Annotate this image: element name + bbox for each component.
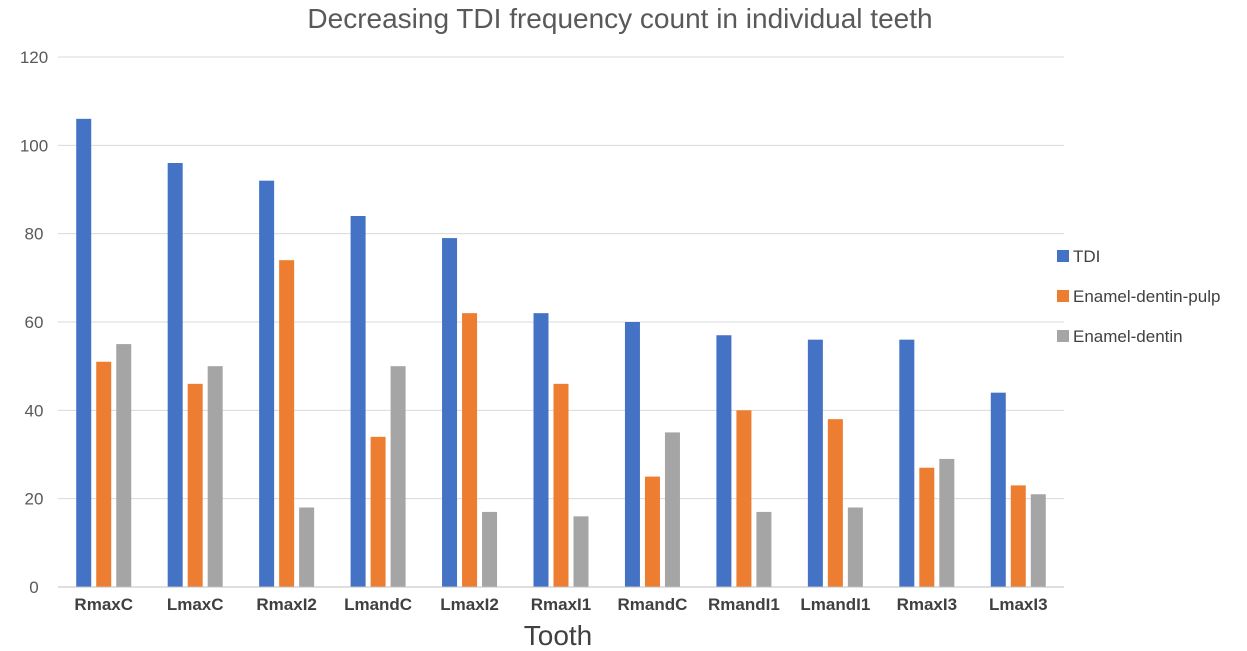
- x-tick-label: LmaxC: [167, 595, 224, 614]
- chart-title: Decreasing TDI frequency count in indivi…: [307, 3, 932, 34]
- x-tick-label: LmaxI2: [440, 595, 499, 614]
- bar-enamel-dentin-rmaxc: [116, 344, 132, 587]
- bar-enamel-dentin-pulp-lmandi1: [827, 419, 843, 587]
- bar-tdi-lmaxi2: [442, 238, 458, 588]
- bar-enamel-dentin-lmaxi2: [482, 511, 498, 587]
- x-tick-label: RmaxI3: [897, 595, 957, 614]
- legend: TDI Enamel-dentin-pulp Enamel-dentin: [1057, 247, 1220, 346]
- bar-enamel-dentin-pulp-lmandc: [370, 436, 386, 587]
- bar-enamel-dentin-pulp-rmandc: [644, 476, 660, 587]
- y-tick-label: 40: [25, 401, 44, 420]
- bar-enamel-dentin-pulp-rmaxi2: [279, 260, 295, 587]
- bar-enamel-dentin-rmandc: [664, 432, 680, 587]
- bar-enamel-dentin-pulp-lmaxc: [187, 383, 203, 587]
- bar-enamel-dentin-lmaxi3: [1030, 494, 1046, 587]
- bar-enamel-dentin-lmandc: [390, 366, 406, 587]
- y-axis-ticks: 0 20 40 60 80 100 120: [20, 48, 48, 597]
- legend-label: Enamel-dentin: [1073, 327, 1183, 346]
- x-tick-label: RmaxI2: [256, 595, 316, 614]
- x-tick-label: RmandC: [618, 595, 688, 614]
- x-axis-label: Tooth: [524, 620, 593, 651]
- bar-enamel-dentin-pulp-lmaxi3: [1010, 485, 1026, 587]
- bar-tdi-lmaxc: [167, 163, 183, 587]
- y-tick-label: 100: [20, 136, 48, 155]
- bar-enamel-dentin-rmandi1: [756, 511, 772, 587]
- x-tick-label: LmaxI3: [989, 595, 1048, 614]
- bar-tdi-rmaxi1: [533, 313, 549, 587]
- legend-swatch-enamel-dentin: [1057, 330, 1069, 342]
- bar-enamel-dentin-rmaxi3: [939, 458, 955, 587]
- bar-enamel-dentin-pulp-rmandi1: [736, 410, 752, 587]
- bar-tdi-lmaxi3: [990, 392, 1006, 587]
- bar-enamel-dentin-pulp-rmaxi1: [553, 383, 569, 587]
- bar-tdi-rmaxi2: [259, 180, 275, 587]
- y-tick-label: 20: [25, 490, 44, 509]
- gridlines: [58, 56, 1064, 500]
- bar-tdi-rmaxc: [76, 118, 92, 587]
- bar-enamel-dentin-rmaxi1: [573, 516, 589, 587]
- bar-enamel-dentin-pulp-lmaxi2: [462, 313, 478, 587]
- bar-tdi-rmaxi3: [899, 339, 915, 587]
- bar-tdi-rmandc: [624, 322, 640, 587]
- bars: [76, 118, 1046, 588]
- bar-enamel-dentin-rmaxi2: [299, 507, 315, 587]
- bar-enamel-dentin-pulp-rmaxc: [96, 361, 112, 587]
- x-axis-ticks: RmaxC LmaxC RmaxI2 LmandC LmaxI2 RmaxI1 RmandC…: [74, 595, 1047, 614]
- legend-swatch-tdi: [1057, 250, 1069, 262]
- x-tick-label: RmaxC: [74, 595, 133, 614]
- y-tick-label: 120: [20, 48, 48, 67]
- legend-label: TDI: [1073, 247, 1100, 266]
- bar-enamel-dentin-lmaxc: [207, 366, 223, 587]
- bar-enamel-dentin-pulp-rmaxi3: [919, 467, 935, 587]
- bar-tdi-lmandi1: [807, 339, 823, 587]
- bar-tdi-rmandi1: [716, 335, 732, 587]
- x-tick-label: RmaxI1: [531, 595, 591, 614]
- legend-label: Enamel-dentin-pulp: [1073, 287, 1220, 306]
- y-tick-label: 60: [25, 313, 44, 332]
- bar-enamel-dentin-lmandi1: [847, 507, 863, 587]
- x-tick-label: RmandI1: [708, 595, 780, 614]
- legend-swatch-enamel-dentin-pulp: [1057, 290, 1069, 302]
- y-tick-label: 0: [29, 578, 38, 597]
- x-tick-label: LmandI1: [800, 595, 870, 614]
- bar-tdi-lmandc: [350, 216, 366, 587]
- y-tick-label: 80: [25, 225, 44, 244]
- x-tick-label: LmandC: [344, 595, 412, 614]
